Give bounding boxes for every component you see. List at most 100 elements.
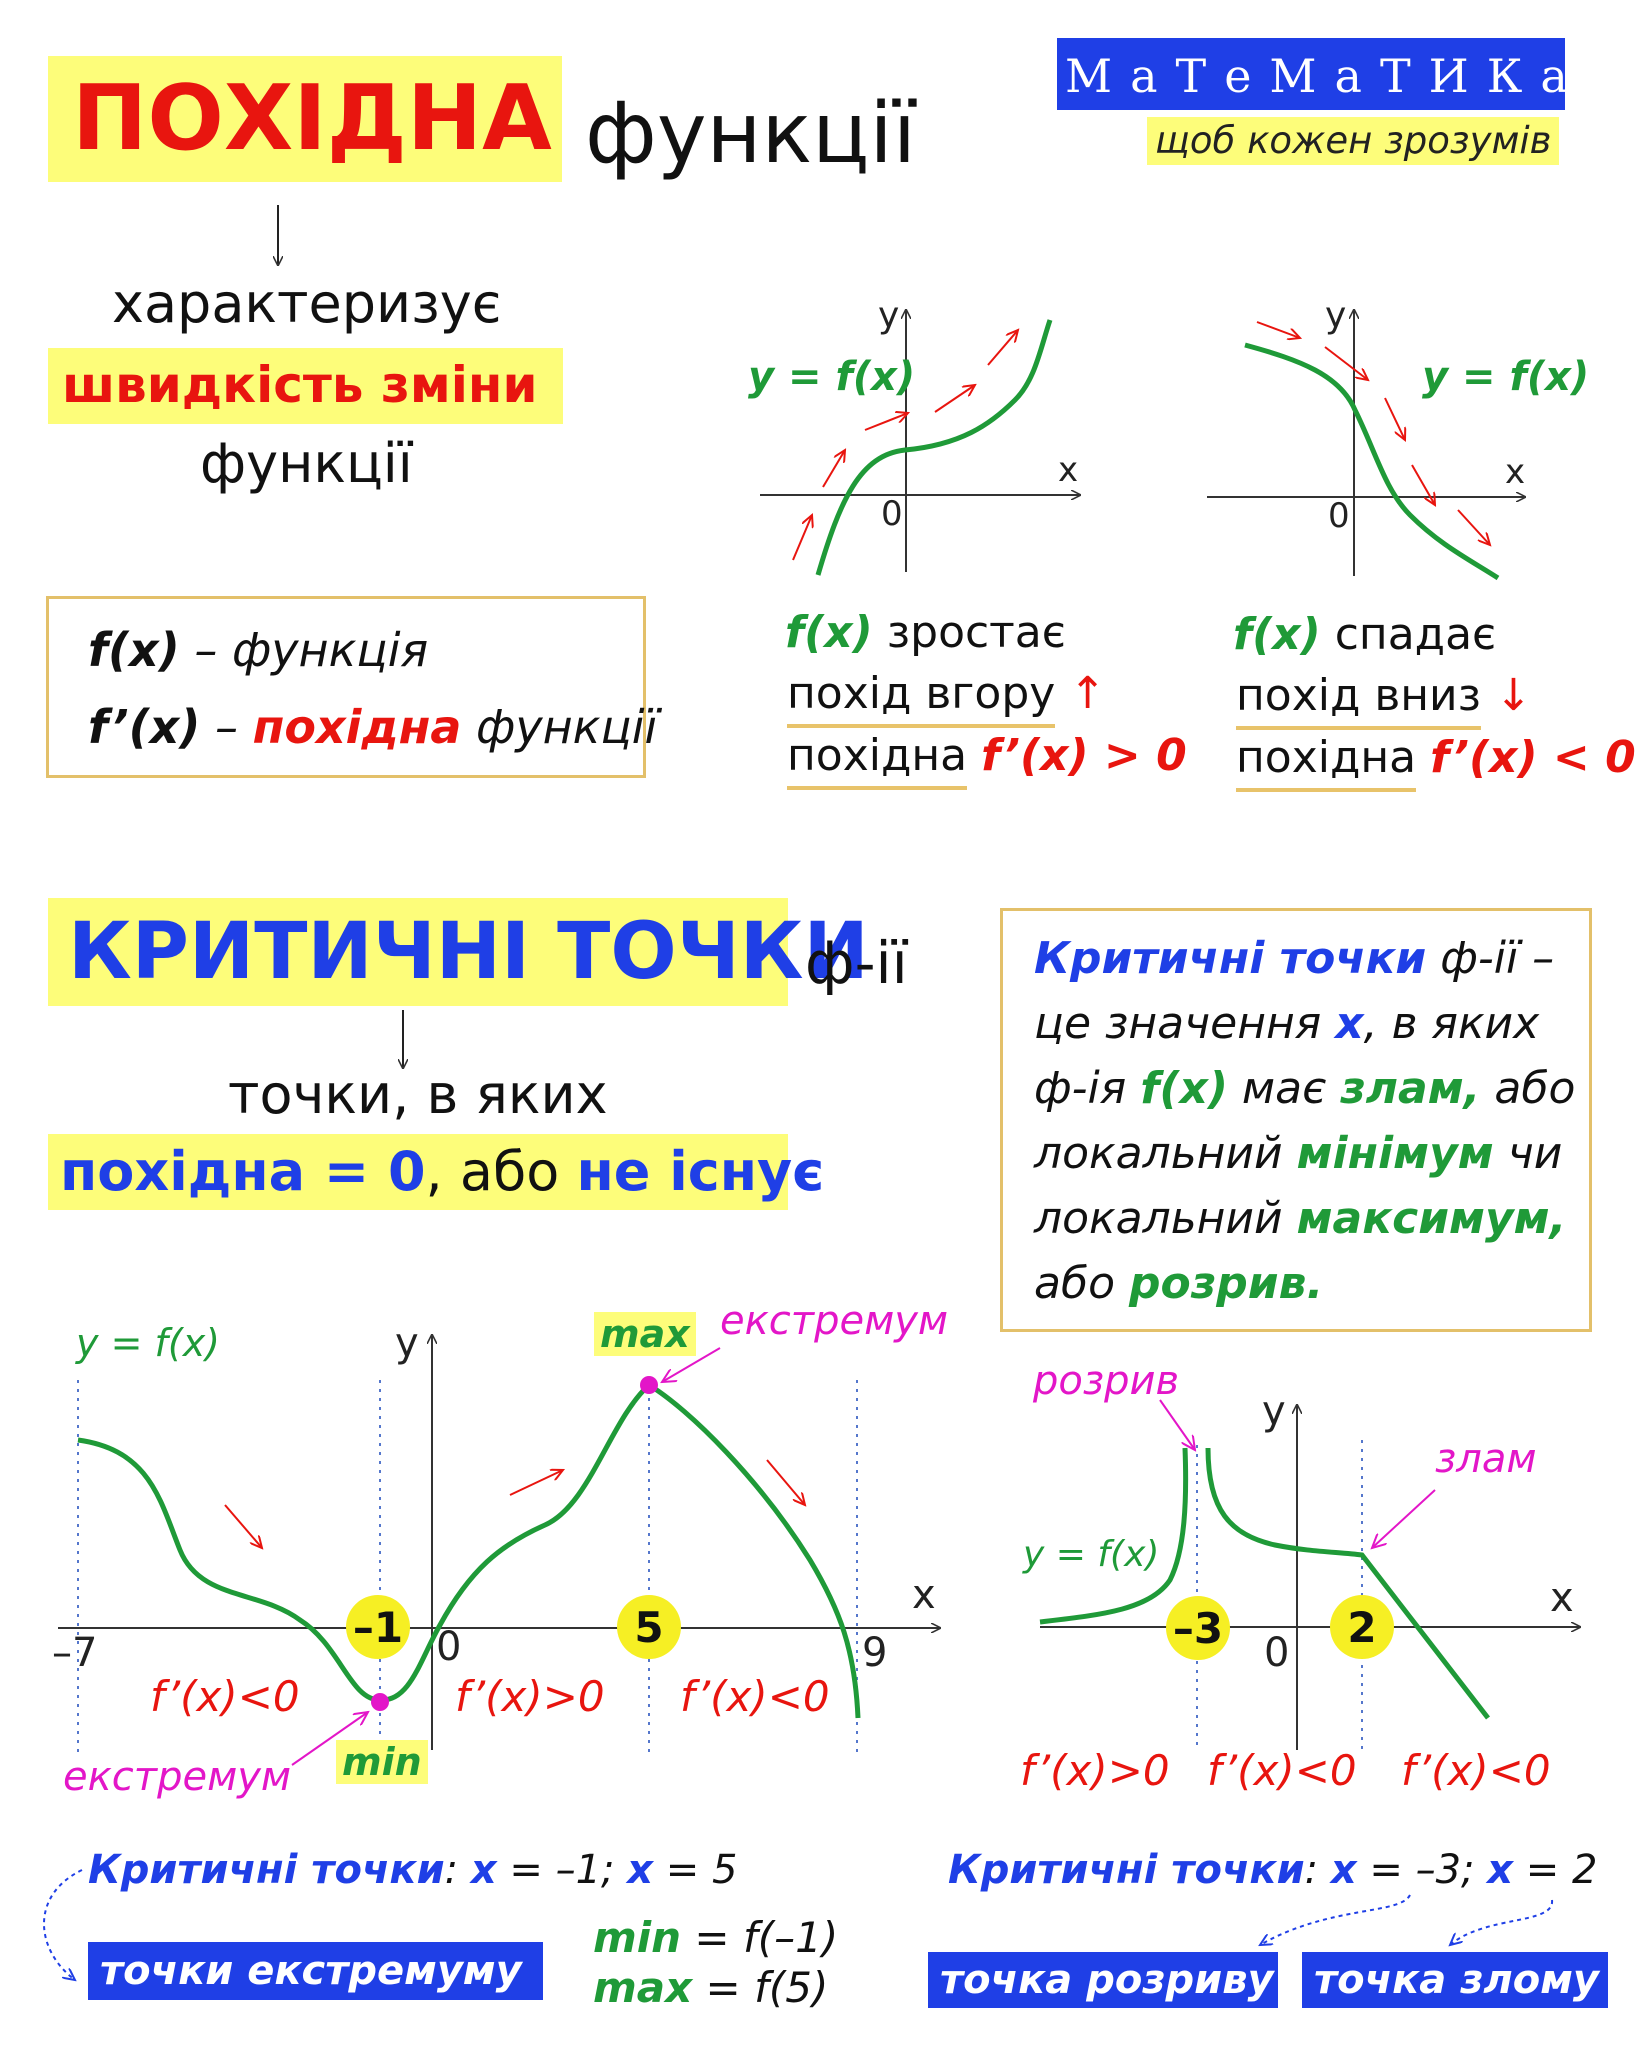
crit-def-p15: максимум, xyxy=(1296,1193,1567,1244)
crit-def-p13: чи xyxy=(1493,1128,1563,1179)
bottom-left-critical: Критичні точки: x = –1; x = 5 xyxy=(88,1844,737,1896)
dec-text3: похідна f’(x) < 0 xyxy=(1236,730,1636,792)
br-v1: = –3; xyxy=(1356,1847,1488,1893)
dec-text2: похід вниз ↓ xyxy=(1236,668,1532,730)
crit-def-line4: локальний мінімум чи xyxy=(1034,1121,1594,1186)
dashed-arrow-right1 xyxy=(1260,1894,1411,1945)
decreasing-graph xyxy=(1207,310,1525,581)
big-pt-5: 5 xyxy=(634,1603,664,1652)
inc-origin: 0 xyxy=(881,494,903,534)
decreasing-curve xyxy=(1244,342,1500,581)
extremum-label-bottom: екстремум xyxy=(63,1754,292,1800)
critical-definition-text: Критичні точки ф-ії – це значення x, в я… xyxy=(1034,926,1594,1316)
bottom-right-critical: Критичні точки: x = –3; x = 2 xyxy=(948,1844,1597,1896)
max-label: max xyxy=(594,1312,696,1356)
crit-def-p6: ф-ія xyxy=(1034,1063,1141,1114)
bl-v1: = –1; xyxy=(496,1847,628,1893)
br-v2: = 2 xyxy=(1513,1847,1598,1893)
dec-y-label: y xyxy=(1325,295,1347,336)
extremum-points-text: точки екстремуму xyxy=(100,1948,522,1994)
inc-f: f(x) xyxy=(785,607,873,658)
small-pt-minus3: –3 xyxy=(1172,1604,1224,1653)
crit-def-line6: або розрив. xyxy=(1034,1251,1594,1316)
crit-def-p1: Критичні точки xyxy=(1034,933,1427,984)
min-key: min xyxy=(593,1913,682,1962)
crit-def-line2: це значення x, в яких xyxy=(1034,991,1594,1056)
crit-def-p10: або xyxy=(1480,1063,1576,1114)
crit-def-p9: злам, xyxy=(1340,1063,1481,1114)
big-origin: 0 xyxy=(436,1624,462,1670)
big-x-label: x xyxy=(912,1572,936,1618)
inc-y-label: y xyxy=(878,295,900,336)
dec-t3: похідна xyxy=(1236,730,1417,792)
inc-t2: похід вгору xyxy=(787,666,1056,728)
inc-up-arrow: ↑ xyxy=(1069,668,1107,719)
br-x2: x xyxy=(1487,1847,1514,1893)
def-fp-dash: – xyxy=(200,700,253,754)
critical-title: КРИТИЧНІ ТОЧКИ xyxy=(68,907,869,997)
small-y-label: y xyxy=(1262,1388,1286,1434)
max-key: max xyxy=(593,1963,693,2012)
critical-line2a: похідна = 0 xyxy=(60,1140,426,1203)
big-graph-label: y = f(x) xyxy=(76,1321,221,1365)
small-curve-left xyxy=(1039,1447,1189,1625)
bl-x2: x xyxy=(627,1847,654,1893)
def-fp-word: похідна xyxy=(252,700,462,754)
crit-def-p4: x xyxy=(1335,998,1364,1049)
small-pt-2: 2 xyxy=(1347,1603,1377,1652)
small-deriv-3: f’(x)<0 xyxy=(1401,1746,1551,1795)
crit-def-p12: мінімум xyxy=(1296,1128,1494,1179)
big-graph xyxy=(58,1335,940,1766)
crit-def-p3: це значення xyxy=(1034,998,1336,1049)
small-graph-label: y = f(x) xyxy=(1023,1534,1160,1575)
def-fp-rest: функції xyxy=(461,700,658,754)
break-badge xyxy=(1302,1952,1608,2008)
crit-def-p2: ф-ії – xyxy=(1426,933,1555,984)
def-fp: f’(x) xyxy=(88,700,201,754)
bl-label: Критичні точки xyxy=(88,1847,445,1893)
brand-tagline: щоб кожен зрозумів xyxy=(1147,117,1560,165)
max-value: max = f(5) xyxy=(593,1962,828,2014)
extremum-points-badge xyxy=(88,1942,543,2000)
small-graph xyxy=(1039,1399,1580,1750)
rozryv-label: розрив xyxy=(1033,1358,1180,1404)
discontinuity-text: точка розриву xyxy=(940,1957,1274,2003)
title-rest: функції xyxy=(585,84,917,182)
discontinuity-badge xyxy=(928,1952,1278,2008)
intro-line3: функції xyxy=(200,432,413,495)
crit-def-line3: ф-ія f(x) має злам, або xyxy=(1034,1056,1594,1121)
inc-text1: f(x) зростає xyxy=(785,605,1066,661)
crit-circle-minus1 xyxy=(346,1595,410,1659)
dec-origin: 0 xyxy=(1328,496,1350,536)
dashed-arrow-right2 xyxy=(1450,1899,1554,1945)
small-x-label: x xyxy=(1550,1575,1574,1621)
crit-circle-minus3 xyxy=(1166,1596,1230,1660)
min-val: = f(–1) xyxy=(681,1913,839,1962)
critical-line2: похідна = 0, або не існує xyxy=(60,1138,824,1206)
dec-down-arrow: ↓ xyxy=(1495,670,1532,721)
crit-def-p8: має xyxy=(1227,1063,1341,1114)
big-pt-minus1: –1 xyxy=(352,1603,404,1652)
critical-line2b: , або xyxy=(425,1140,577,1203)
big-deriv-2: f’(x)>0 xyxy=(455,1672,605,1721)
inc-t3: похідна xyxy=(787,728,968,790)
def-line-fp: f’(x) – похідна функції xyxy=(88,697,657,757)
big-curve xyxy=(77,1381,861,1719)
def-f-text: – функція xyxy=(179,623,429,677)
min-label: min xyxy=(336,1740,428,1784)
crit-def-line5: локальний максимум, xyxy=(1034,1186,1594,1251)
dec-graph-label: y = f(x) xyxy=(1422,354,1590,400)
critical-line1: точки, в яких xyxy=(228,1063,608,1126)
crit-circle-2 xyxy=(1330,1595,1394,1659)
br-label: Критичні точки xyxy=(948,1847,1305,1893)
big-deriv-1: f’(x)<0 xyxy=(150,1672,300,1721)
dec-t2: похід вниз xyxy=(1236,668,1482,730)
increasing-graph xyxy=(760,310,1080,576)
bl-v2: = 5 xyxy=(653,1847,738,1893)
bl-x1: x xyxy=(470,1847,497,1893)
dec-t1-rest: спадає xyxy=(1320,609,1497,660)
br-colon: : xyxy=(1304,1847,1319,1893)
extremum-label-top: екстремум xyxy=(720,1298,949,1344)
break-text: точка злому xyxy=(1314,1957,1599,2003)
